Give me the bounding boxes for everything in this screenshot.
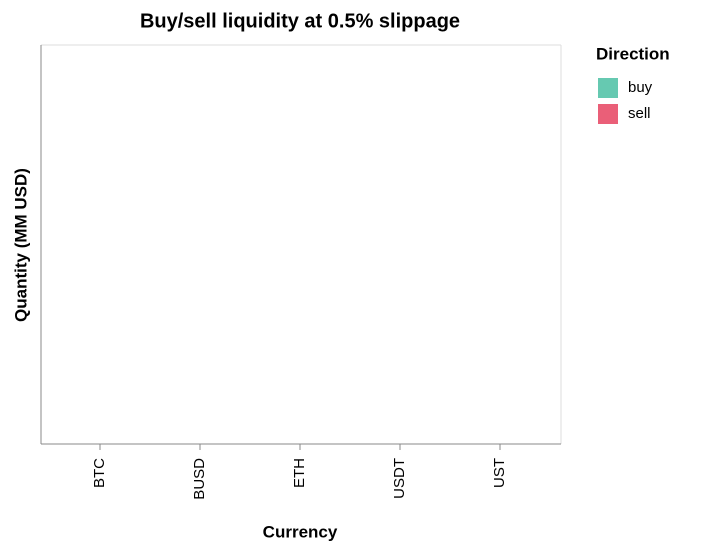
x-tick-label: USDT: [391, 458, 408, 499]
x-tick-label: UST: [491, 458, 508, 488]
chart-title: Buy/sell liquidity at 0.5% slippage: [140, 10, 460, 32]
legend-label: buy: [628, 79, 653, 96]
y-axis-title: Quantity (MM USD): [11, 168, 30, 322]
x-tick-label: BTC: [91, 458, 108, 488]
legend-title: Direction: [596, 44, 670, 63]
legend-swatch: [598, 104, 618, 124]
legend-label: sell: [628, 105, 651, 122]
x-axis-title: Currency: [263, 522, 338, 541]
x-tick-label: BUSD: [191, 458, 208, 500]
x-tick-label: ETH: [291, 458, 308, 488]
legend-swatch: [598, 78, 618, 98]
